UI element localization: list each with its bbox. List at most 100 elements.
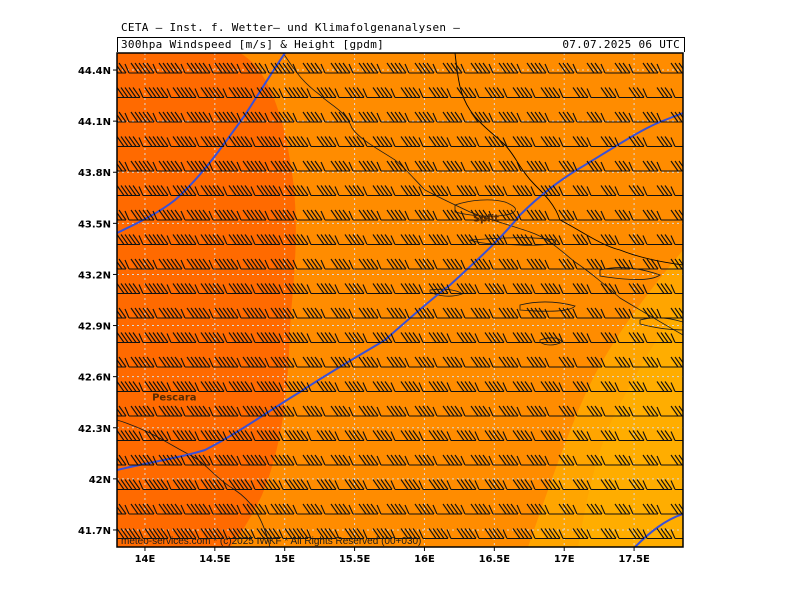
wind-barb — [628, 307, 659, 319]
wind-barb — [544, 356, 575, 368]
wind-barb — [642, 332, 673, 344]
wind-barb — [516, 503, 547, 515]
wind-barb — [138, 381, 169, 393]
wind-barb — [250, 283, 281, 295]
wind-barb — [418, 185, 449, 197]
wind-barb — [600, 209, 631, 221]
wind-barb — [222, 136, 253, 148]
wind-barb — [474, 332, 505, 344]
wind-barb — [642, 234, 673, 246]
wind-barb — [250, 234, 281, 246]
wind-barb — [117, 307, 127, 319]
wind-barb — [530, 528, 561, 540]
wind-barb — [222, 479, 253, 491]
wind-barb — [362, 381, 393, 393]
wind-barb — [117, 62, 127, 74]
wind-barb — [376, 454, 407, 466]
wind-barb — [404, 503, 435, 515]
wind-barb — [306, 479, 337, 491]
wind-barb — [446, 332, 477, 344]
wind-barb — [446, 283, 477, 295]
wind-barb — [348, 160, 379, 172]
wind-barb — [138, 528, 169, 540]
wind-barb — [446, 185, 477, 197]
wind-barb — [418, 332, 449, 344]
wind-barb — [152, 209, 183, 221]
wind-barb — [418, 528, 449, 540]
wind-barb — [278, 430, 309, 442]
wind-barb — [642, 430, 673, 442]
wind-barb — [614, 136, 645, 148]
wind-barb — [264, 160, 295, 172]
wind-barb — [376, 111, 407, 123]
map-subtitle: 300hpa Windspeed [m/s] & Height [gpdm] — [121, 38, 385, 51]
wind-barb — [194, 234, 225, 246]
wind-barb — [320, 258, 351, 270]
wind-barb — [572, 405, 603, 417]
lon-tick-label: 16.5E — [479, 554, 511, 565]
wind-barb — [516, 307, 547, 319]
wind-barb — [264, 62, 295, 74]
wind-barb — [573, 553, 602, 563]
wind-barb — [614, 283, 645, 295]
lat-tick-label: 43.8N — [78, 168, 111, 179]
wind-barb — [362, 332, 393, 344]
wind-barb — [600, 160, 631, 172]
wind-barb — [194, 381, 225, 393]
wind-barb — [278, 87, 309, 99]
wind-barb — [502, 430, 533, 442]
wind-barb — [614, 479, 645, 491]
wind-barb — [685, 455, 714, 465]
wind-barb — [236, 258, 267, 270]
wind-barb — [117, 258, 127, 270]
wind-barb — [152, 160, 183, 172]
wind-barb — [628, 258, 659, 270]
wind-barb — [117, 111, 127, 123]
wind-barb — [320, 356, 351, 368]
wind-barb — [446, 430, 477, 442]
wind-barb — [362, 234, 393, 246]
wind-barb — [376, 209, 407, 221]
wind-barb — [685, 161, 714, 171]
wind-barb — [685, 357, 714, 367]
wind-barb — [376, 62, 407, 74]
wind-barb — [264, 307, 295, 319]
wind-barb — [250, 332, 281, 344]
wind-barb — [432, 62, 463, 74]
wind-barb — [208, 405, 239, 417]
wind-barb — [222, 381, 253, 393]
wind-barb — [237, 553, 266, 563]
wind-barb — [432, 258, 463, 270]
wind-barb — [362, 136, 393, 148]
wind-barb — [628, 356, 659, 368]
wind-barb — [502, 136, 533, 148]
wind-barb — [474, 528, 505, 540]
wind-barb — [614, 87, 645, 99]
wind-barb — [117, 185, 141, 197]
wind-barb — [460, 454, 491, 466]
wind-barb — [432, 209, 463, 221]
wind-barb — [376, 258, 407, 270]
wind-barb — [180, 503, 211, 515]
wind-barb — [376, 405, 407, 417]
wind-barb — [685, 63, 714, 73]
wind-barb — [250, 136, 281, 148]
wind-barb — [194, 185, 225, 197]
wind-barb — [320, 307, 351, 319]
wind-barb — [418, 381, 449, 393]
city-label-pescara: Pescara — [152, 393, 196, 404]
wind-barb — [614, 185, 645, 197]
wind-barb — [600, 454, 631, 466]
wind-barb — [320, 209, 351, 221]
wind-barb — [152, 356, 183, 368]
wind-barb — [194, 479, 225, 491]
wind-barb — [166, 479, 197, 491]
wind-barb — [194, 283, 225, 295]
wind-barb — [320, 503, 351, 515]
wind-barb — [236, 160, 267, 172]
wind-barb — [474, 234, 505, 246]
wind-barb — [586, 479, 617, 491]
wind-barb — [348, 405, 379, 417]
lat-tick-label: 44.4N — [78, 66, 111, 77]
wind-barb — [642, 381, 673, 393]
